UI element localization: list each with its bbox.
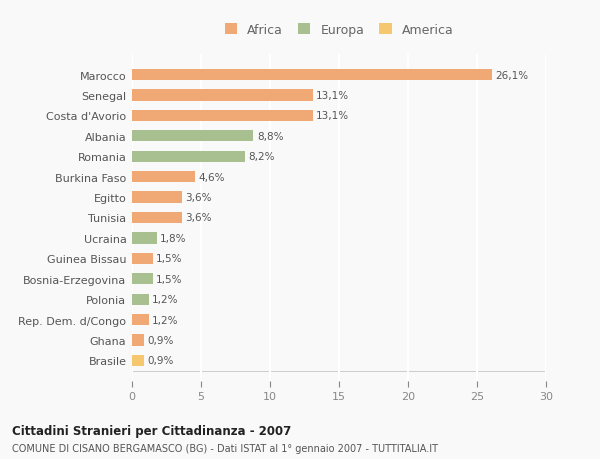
Bar bbox=[132, 151, 245, 162]
Text: Cittadini Stranieri per Cittadinanza - 2007: Cittadini Stranieri per Cittadinanza - 2… bbox=[12, 424, 291, 437]
Text: 26,1%: 26,1% bbox=[496, 71, 529, 80]
Text: 1,2%: 1,2% bbox=[152, 295, 179, 304]
Bar bbox=[132, 131, 253, 142]
Bar bbox=[132, 90, 313, 101]
Text: 3,6%: 3,6% bbox=[185, 213, 212, 223]
Bar bbox=[132, 294, 149, 305]
Bar bbox=[132, 192, 182, 203]
Text: COMUNE DI CISANO BERGAMASCO (BG) - Dati ISTAT al 1° gennaio 2007 - TUTTITALIA.IT: COMUNE DI CISANO BERGAMASCO (BG) - Dati … bbox=[12, 443, 438, 453]
Bar bbox=[132, 335, 145, 346]
Bar bbox=[132, 274, 152, 285]
Bar bbox=[132, 172, 196, 183]
Text: 1,5%: 1,5% bbox=[156, 274, 182, 284]
Bar bbox=[132, 70, 492, 81]
Bar bbox=[132, 111, 313, 122]
Bar bbox=[132, 233, 157, 244]
Text: 1,5%: 1,5% bbox=[156, 254, 182, 264]
Text: 0,9%: 0,9% bbox=[148, 356, 174, 365]
Bar bbox=[132, 253, 152, 264]
Text: 3,6%: 3,6% bbox=[185, 193, 212, 203]
Bar bbox=[132, 314, 149, 325]
Text: 0,9%: 0,9% bbox=[148, 335, 174, 345]
Text: 8,2%: 8,2% bbox=[248, 152, 275, 162]
Legend: Africa, Europa, America: Africa, Europa, America bbox=[220, 19, 458, 42]
Text: 13,1%: 13,1% bbox=[316, 111, 349, 121]
Bar bbox=[132, 355, 145, 366]
Text: 13,1%: 13,1% bbox=[316, 91, 349, 101]
Text: 8,8%: 8,8% bbox=[257, 132, 283, 141]
Text: 4,6%: 4,6% bbox=[199, 172, 226, 182]
Text: 1,8%: 1,8% bbox=[160, 233, 187, 243]
Bar bbox=[132, 213, 182, 224]
Text: 1,2%: 1,2% bbox=[152, 315, 179, 325]
